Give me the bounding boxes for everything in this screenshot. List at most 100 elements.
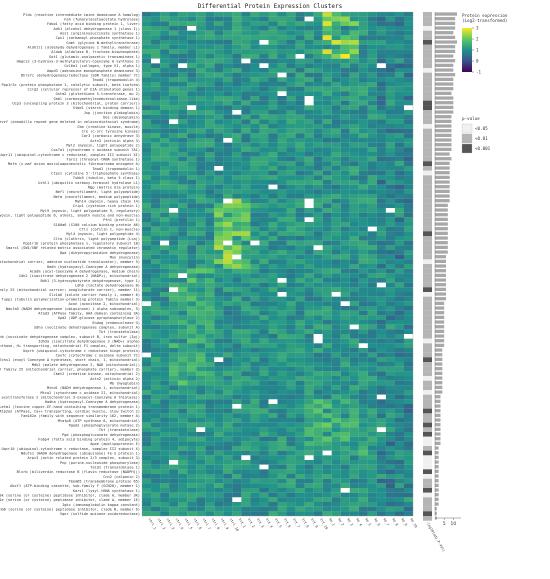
heatmap-cell (349, 446, 359, 451)
heatmap-cell (322, 464, 332, 470)
heatmap-cell (232, 212, 242, 218)
heatmap-cell (268, 492, 278, 498)
row-label: Mafa (v-maf avian musculoaponeurotic fib… (8, 162, 140, 166)
heatmap-cell (367, 483, 377, 489)
heatmap-cell (322, 226, 332, 232)
heatmap-cell (232, 506, 242, 512)
heatmap-cell (187, 455, 197, 461)
heatmap-cell (340, 35, 350, 41)
pvalue-cell (423, 329, 432, 335)
heatmap-cell (385, 464, 395, 470)
heatmap-cell (358, 413, 368, 419)
heatmap-cell (178, 189, 188, 195)
heatmap-cell (385, 35, 395, 41)
heatmap-cell (367, 82, 377, 87)
heatmap-cell (268, 315, 278, 321)
heatmap-cell (178, 264, 188, 269)
heatmap-cell (340, 142, 350, 148)
heatmap-cell (241, 49, 251, 55)
significance-bar (435, 171, 450, 175)
row-label: Myl9 (myosin, light polypeptide 9, regul… (40, 209, 140, 213)
column-label: ctrl_7 (202, 518, 212, 531)
significance-bar (435, 357, 443, 361)
heatmap-cell (259, 292, 269, 297)
heatmap-cell (151, 446, 161, 451)
heatmap-cell (358, 35, 368, 41)
heatmap-cell (160, 287, 170, 293)
heatmap-cell (259, 460, 269, 465)
heatmap-cell (268, 166, 278, 171)
heatmap-cell (178, 105, 188, 111)
significance-bar (435, 255, 446, 259)
row-label: Serpina3k (serine (or cysteine) peptidas… (0, 493, 140, 497)
heatmap-cell (358, 194, 368, 199)
heatmap-cell (313, 175, 323, 181)
heatmap-cell (304, 329, 314, 335)
pvalue-cell (423, 278, 432, 283)
row-label: Bdh1 (3-hydroxybutyrate dehydrogenase, t… (40, 279, 140, 283)
significance-bar (435, 175, 450, 179)
heatmap-cell (376, 436, 386, 442)
significance-bar (435, 278, 446, 282)
heatmap-cell (358, 329, 368, 335)
heatmap-cell (142, 380, 152, 386)
heatmap-cell (295, 450, 305, 456)
row-label: Fabp1 (fatty acid binding protein 1, liv… (47, 22, 140, 26)
heatmap-cell (304, 142, 314, 148)
heatmap-cell (304, 105, 314, 111)
heatmap-cell (205, 488, 215, 493)
heatmap-cell (196, 91, 206, 97)
heatmap-cell (151, 357, 161, 363)
heatmap-cell (313, 408, 323, 414)
heatmap-cell (322, 40, 332, 45)
heatmap-cell (403, 287, 414, 293)
row-label: Acadm (acyl-Coenzyme A dehydrogenase, me… (30, 269, 140, 273)
heatmap-cell (142, 506, 152, 512)
heatmap-cell (142, 133, 152, 139)
heatmap-cell (223, 128, 233, 134)
heatmap-cell (169, 418, 179, 423)
heatmap-cell (241, 268, 251, 274)
heatmap-cell (169, 86, 179, 92)
heatmap-cell (241, 469, 251, 475)
heatmap-cell (286, 208, 296, 213)
heatmap-cell (295, 310, 305, 316)
heatmap-cell (331, 329, 341, 335)
pvalue-cell (423, 245, 432, 251)
heatmap-cell (349, 385, 359, 391)
pvalue-cell (423, 282, 432, 288)
heatmap-cell (304, 91, 314, 97)
heatmap-cell (349, 82, 359, 87)
heatmap-cell (241, 77, 251, 83)
heatmap-cell (358, 236, 368, 241)
heatmap-cell (223, 58, 233, 64)
heatmap-cell (376, 161, 386, 167)
heatmap-cell (313, 82, 323, 87)
column-label: trt_5 (274, 518, 283, 529)
heatmap-cell (403, 273, 414, 279)
heatmap-cell (169, 478, 179, 484)
heatmap-cell (403, 40, 414, 45)
heatmap-cell (142, 21, 152, 27)
heatmap-cell (295, 343, 305, 349)
heatmap-cell (142, 77, 152, 83)
heatmap-cell (367, 152, 377, 157)
heatmap-cell (277, 161, 287, 167)
heatmap-cell (331, 436, 341, 442)
heatmap-cell (268, 497, 278, 503)
row-label: Ppp1r1b (protein phosphatase 1, regulato… (23, 241, 140, 245)
heatmap-cell (358, 58, 368, 64)
heatmap-cell (403, 119, 414, 125)
heatmap-cell (367, 394, 377, 400)
heatmap-cell (340, 152, 350, 157)
heatmap-cell (223, 483, 233, 489)
heatmap-cell (295, 497, 305, 503)
heatmap-cell (223, 446, 233, 451)
heatmap-cell (385, 21, 395, 27)
heatmap-cell (178, 455, 188, 461)
heatmap-cell (331, 390, 341, 395)
heatmap-cell (142, 49, 152, 55)
heatmap-cell (385, 436, 395, 442)
heatmap-cell (142, 240, 152, 246)
heatmap-cell (385, 170, 395, 176)
